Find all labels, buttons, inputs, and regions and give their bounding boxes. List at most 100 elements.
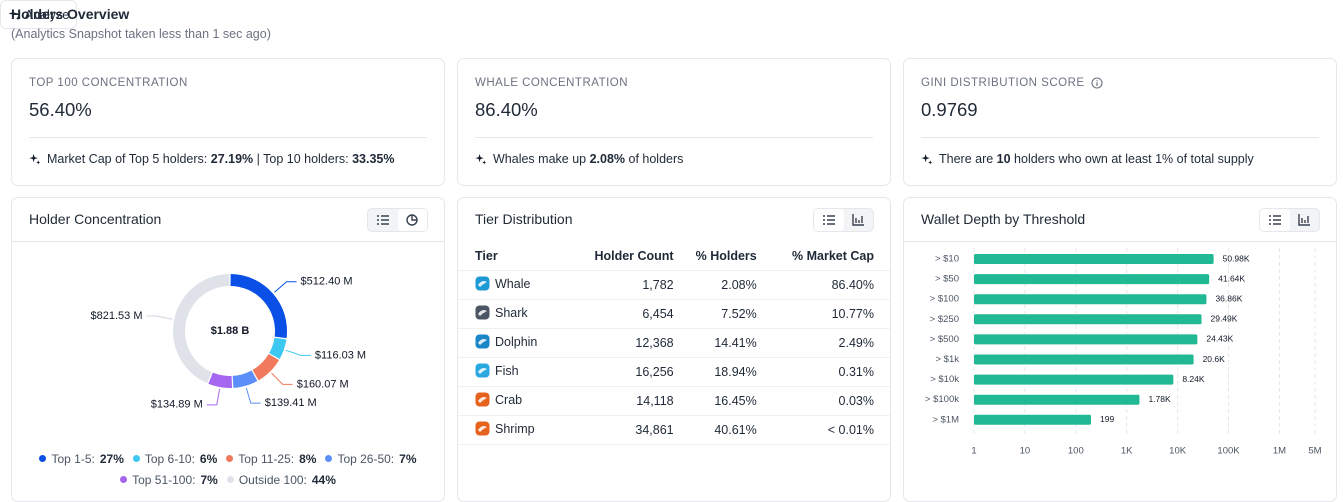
card-value: 56.40% [29,99,92,120]
table-cell: 0.03% [756,386,890,416]
legend-label: Top 6-10: [144,451,195,466]
callout-label: $139.41 M [265,397,317,409]
y-tick-label: > $100k [925,394,959,405]
table-cell: 7.52% [673,299,757,329]
legend-swatch [325,455,333,462]
x-tick-label: 1 [971,446,976,457]
bar-icon [1298,214,1311,226]
callout-label: $821.53 M [91,310,143,322]
cell-text: 12,368 [635,336,674,350]
card-note: There are 10 holders who own at least 1%… [921,152,1254,166]
card-note-text: Whales make up 2.08% of holders [493,152,683,166]
note-text: Market Cap of Top 5 holders: [47,152,211,166]
table-cell: < 0.01% [756,415,890,445]
column-header: Tier [458,242,566,271]
table-row: Shrimp 34,861 40.61% < 0.01% [458,415,890,445]
callout-line [271,372,293,385]
cell-text: 16,256 [635,365,674,379]
note-text: of holders [625,152,684,166]
sparkle-icon [29,153,41,165]
page-subtitle: (Analytics Snapshot taken less than 1 se… [11,27,271,41]
card-label: WHALE CONCENTRATION [475,77,628,89]
tier-table: Tier Holder Count% Holders% Market Cap Wha… [458,242,890,445]
note-text: There are [939,152,997,166]
card-value: 86.40% [475,99,538,120]
legend-swatch [39,455,47,462]
value-label: 41.64K [1218,273,1245,283]
y-tick-label: > $100 [930,294,959,305]
table-cell: 18.94% [673,357,757,387]
list-icon [822,215,835,225]
table-cell: 12,368 [565,328,674,358]
tier-distribution-panel: Tier Distribution Tier Holder Count% Hold… [457,197,891,502]
donut-segment [208,372,233,388]
legend-swatch [226,455,234,462]
chart-view-button[interactable] [1290,209,1320,231]
table-cell: 2.49% [756,328,890,358]
cell-text: 14.41% [714,336,757,350]
note-highlight: 10 [996,152,1011,166]
value-label: 36.86K [1215,293,1242,303]
column-header: Holder Count [565,242,674,271]
view-toggle [367,208,428,232]
chart-view-button[interactable] [844,209,874,231]
table-cell: Shrimp [458,415,566,445]
donut-chart: $512.40 M $116.03 M $160.07 M $139.41 M $134… [91,274,366,411]
divider [475,137,873,138]
sparkle-icon [921,153,933,165]
y-tick-label: > $10k [930,374,959,385]
cell-text: 86.40% [831,278,874,292]
bar [974,294,1207,305]
analyze-button[interactable]: Analyze [0,0,77,29]
table-row: Whale 1,782 2.08% 86.40% [458,270,890,300]
legend-item: Top 11-25: 8% [226,450,316,467]
panel-title: Tier Distribution [475,211,573,227]
value-label: 29.49K [1211,314,1238,324]
bar [974,394,1140,405]
card-label: GINI DISTRIBUTION SCORE [921,77,1103,89]
table-cell: 0.31% [756,357,890,387]
value-label: 199 [1100,414,1114,424]
bar [974,354,1194,365]
callout-line [245,387,261,404]
table-cell: 16.45% [673,386,757,416]
wallet-depth-panel: Wallet Depth by Threshold 1 10 100 1K 10K 100… [903,197,1337,502]
callout-line [274,281,297,293]
table-cell: Fish [458,357,566,387]
table-cell: Dolphin [458,328,566,358]
card-note: Whales make up 2.08% of holders [475,152,683,166]
cell-text: 18.94% [714,365,757,379]
card-label-text: TOP 100 CONCENTRATION [29,77,188,89]
bar [974,254,1214,264]
note-text: Whales make up [493,152,590,166]
list-view-button[interactable] [368,209,398,231]
legend-swatch [226,476,234,483]
table-cell: 16,256 [565,357,674,387]
table-row: Shark 6,454 7.52% 10.77% [458,299,890,329]
legend-item: Outside 100: 44% [226,471,336,488]
tier-name: Fish [495,363,519,378]
list-view-button[interactable] [814,209,844,231]
card-note-text: There are 10 holders who own at least 1%… [939,152,1254,166]
tier-name: Dolphin [495,334,538,349]
view-toggle [813,208,874,232]
x-tick-label: 100 [1068,446,1084,457]
chart-view-button[interactable] [397,209,427,231]
y-tick-label: > $1k [935,354,959,365]
card-label: TOP 100 CONCENTRATION [29,77,188,89]
legend-item: Top 6-10: 6% [132,450,217,467]
table-row: Crab 14,118 16.45% 0.03% [458,386,890,416]
y-tick-label: > $50 [935,274,959,285]
value-label: 1.78K [1148,394,1171,404]
table-cell: 14.41% [673,328,757,358]
pie-icon [406,214,418,226]
callout-label: $134.89 M [151,399,203,411]
callout-line [146,315,173,320]
table-cell: 10.77% [756,299,890,329]
value-label: 20.6K [1203,354,1226,364]
list-view-button[interactable] [1260,209,1290,231]
info-icon [1091,77,1103,89]
tier-icon [475,392,490,407]
table-cell: 1,782 [565,270,674,300]
